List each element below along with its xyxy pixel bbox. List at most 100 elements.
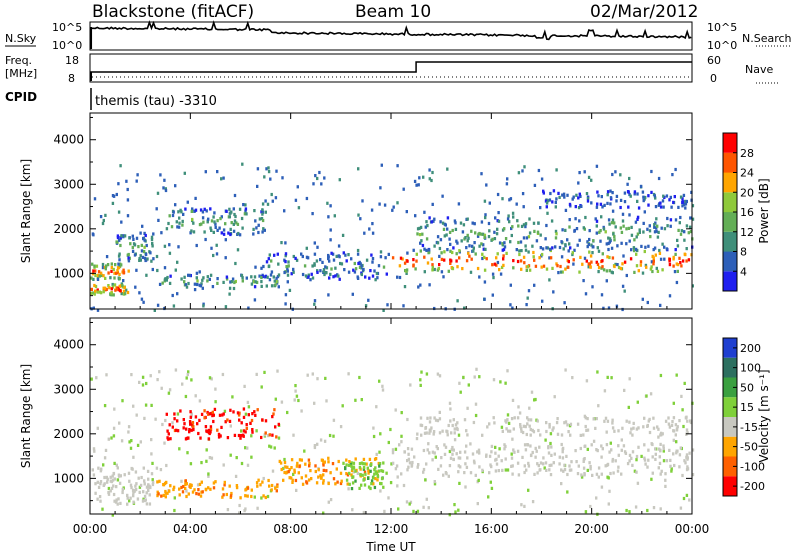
data-cell (156, 494, 159, 498)
data-cell (420, 423, 424, 428)
scatter-cell (406, 251, 409, 255)
data-cell (419, 241, 422, 245)
data-cell (191, 421, 195, 425)
data-cell (651, 442, 654, 447)
scatter-cell (246, 463, 250, 467)
scatter-cell (174, 184, 177, 188)
data-cell (110, 293, 113, 297)
scatter-cell (501, 197, 504, 201)
scatter-cell (577, 181, 580, 185)
scatter-cell (150, 452, 153, 456)
data-cell (493, 421, 496, 425)
data-cell (617, 265, 621, 270)
scatter-cell (224, 256, 227, 260)
data-cell (311, 276, 315, 280)
data-cell (654, 457, 657, 461)
scatter-cell (611, 209, 615, 213)
data-cell (362, 457, 366, 461)
data-cell (131, 245, 134, 250)
scatter-cell (288, 288, 292, 292)
data-cell (233, 212, 236, 217)
data-cell (116, 269, 119, 273)
data-cell (287, 260, 290, 264)
freq-line (90, 61, 692, 81)
scatter-cell (246, 446, 249, 450)
data-cell (642, 221, 645, 225)
data-cell (630, 225, 633, 229)
data-cell (652, 426, 656, 430)
data-cell (487, 235, 491, 239)
scatter-cell (370, 208, 374, 212)
data-cell (575, 227, 579, 231)
colorbar-tick-label: 28 (740, 147, 754, 160)
data-cell (638, 230, 641, 234)
scatter-cell (640, 454, 643, 458)
scatter-cell (521, 192, 525, 196)
data-cell (189, 483, 192, 487)
data-cell (117, 266, 121, 270)
data-cell (634, 247, 638, 251)
data-cell (99, 499, 102, 503)
data-cell (140, 475, 143, 480)
scatter-cell (327, 293, 330, 297)
data-cell (293, 468, 296, 472)
data-cell (283, 460, 287, 465)
data-cell (555, 197, 558, 201)
scatter-cell (509, 303, 512, 307)
data-cell (368, 457, 372, 461)
data-cell (419, 249, 422, 253)
data-cell (423, 255, 426, 259)
scatter-cell (505, 182, 509, 186)
data-cell (595, 219, 599, 223)
data-cell (505, 420, 508, 424)
scatter-cell (127, 430, 130, 434)
data-cell (99, 271, 103, 275)
y-tick-label: 3000 (53, 177, 84, 191)
data-cell (408, 461, 412, 465)
data-cell (457, 470, 460, 474)
data-cell (105, 287, 108, 291)
scatter-cell (254, 219, 257, 223)
data-cell (653, 246, 657, 250)
scatter-cell (652, 506, 656, 510)
data-cell (129, 483, 133, 487)
data-cell (595, 205, 599, 209)
data-cell (455, 252, 458, 256)
scatter-cell (177, 225, 181, 229)
data-cell (680, 229, 684, 233)
data-cell (454, 227, 458, 231)
data-cell (560, 433, 564, 437)
scatter-cell (101, 507, 104, 511)
data-cell (319, 474, 322, 478)
data-cell (574, 449, 577, 453)
data-cell (545, 421, 548, 425)
data-cell (621, 426, 624, 430)
scatter-cell (387, 496, 390, 500)
data-cell (686, 431, 689, 435)
data-cell (661, 432, 664, 436)
scatter-cell (419, 378, 422, 382)
data-cell (632, 246, 636, 250)
data-cell (354, 469, 357, 473)
data-cell (584, 215, 587, 220)
data-cell (463, 418, 467, 422)
data-cell (194, 208, 198, 212)
power-y-label: Slant Range [km] (19, 159, 33, 263)
data-cell (610, 270, 613, 274)
data-cell (566, 238, 569, 242)
data-cell (628, 453, 632, 457)
data-cell (406, 459, 409, 463)
data-cell (343, 268, 346, 272)
data-cell (450, 259, 453, 263)
data-cell (132, 237, 135, 241)
data-cell (623, 260, 627, 264)
scatter-cell (247, 405, 251, 409)
scatter-cell (610, 376, 613, 380)
scatter-cell (375, 405, 378, 409)
data-cell (328, 259, 331, 263)
scatter-cell (672, 438, 675, 442)
scatter-cell (125, 179, 128, 183)
date-title: 02/Mar/2012 (590, 2, 698, 22)
scatter-cell (446, 227, 449, 231)
data-cell (232, 207, 235, 211)
